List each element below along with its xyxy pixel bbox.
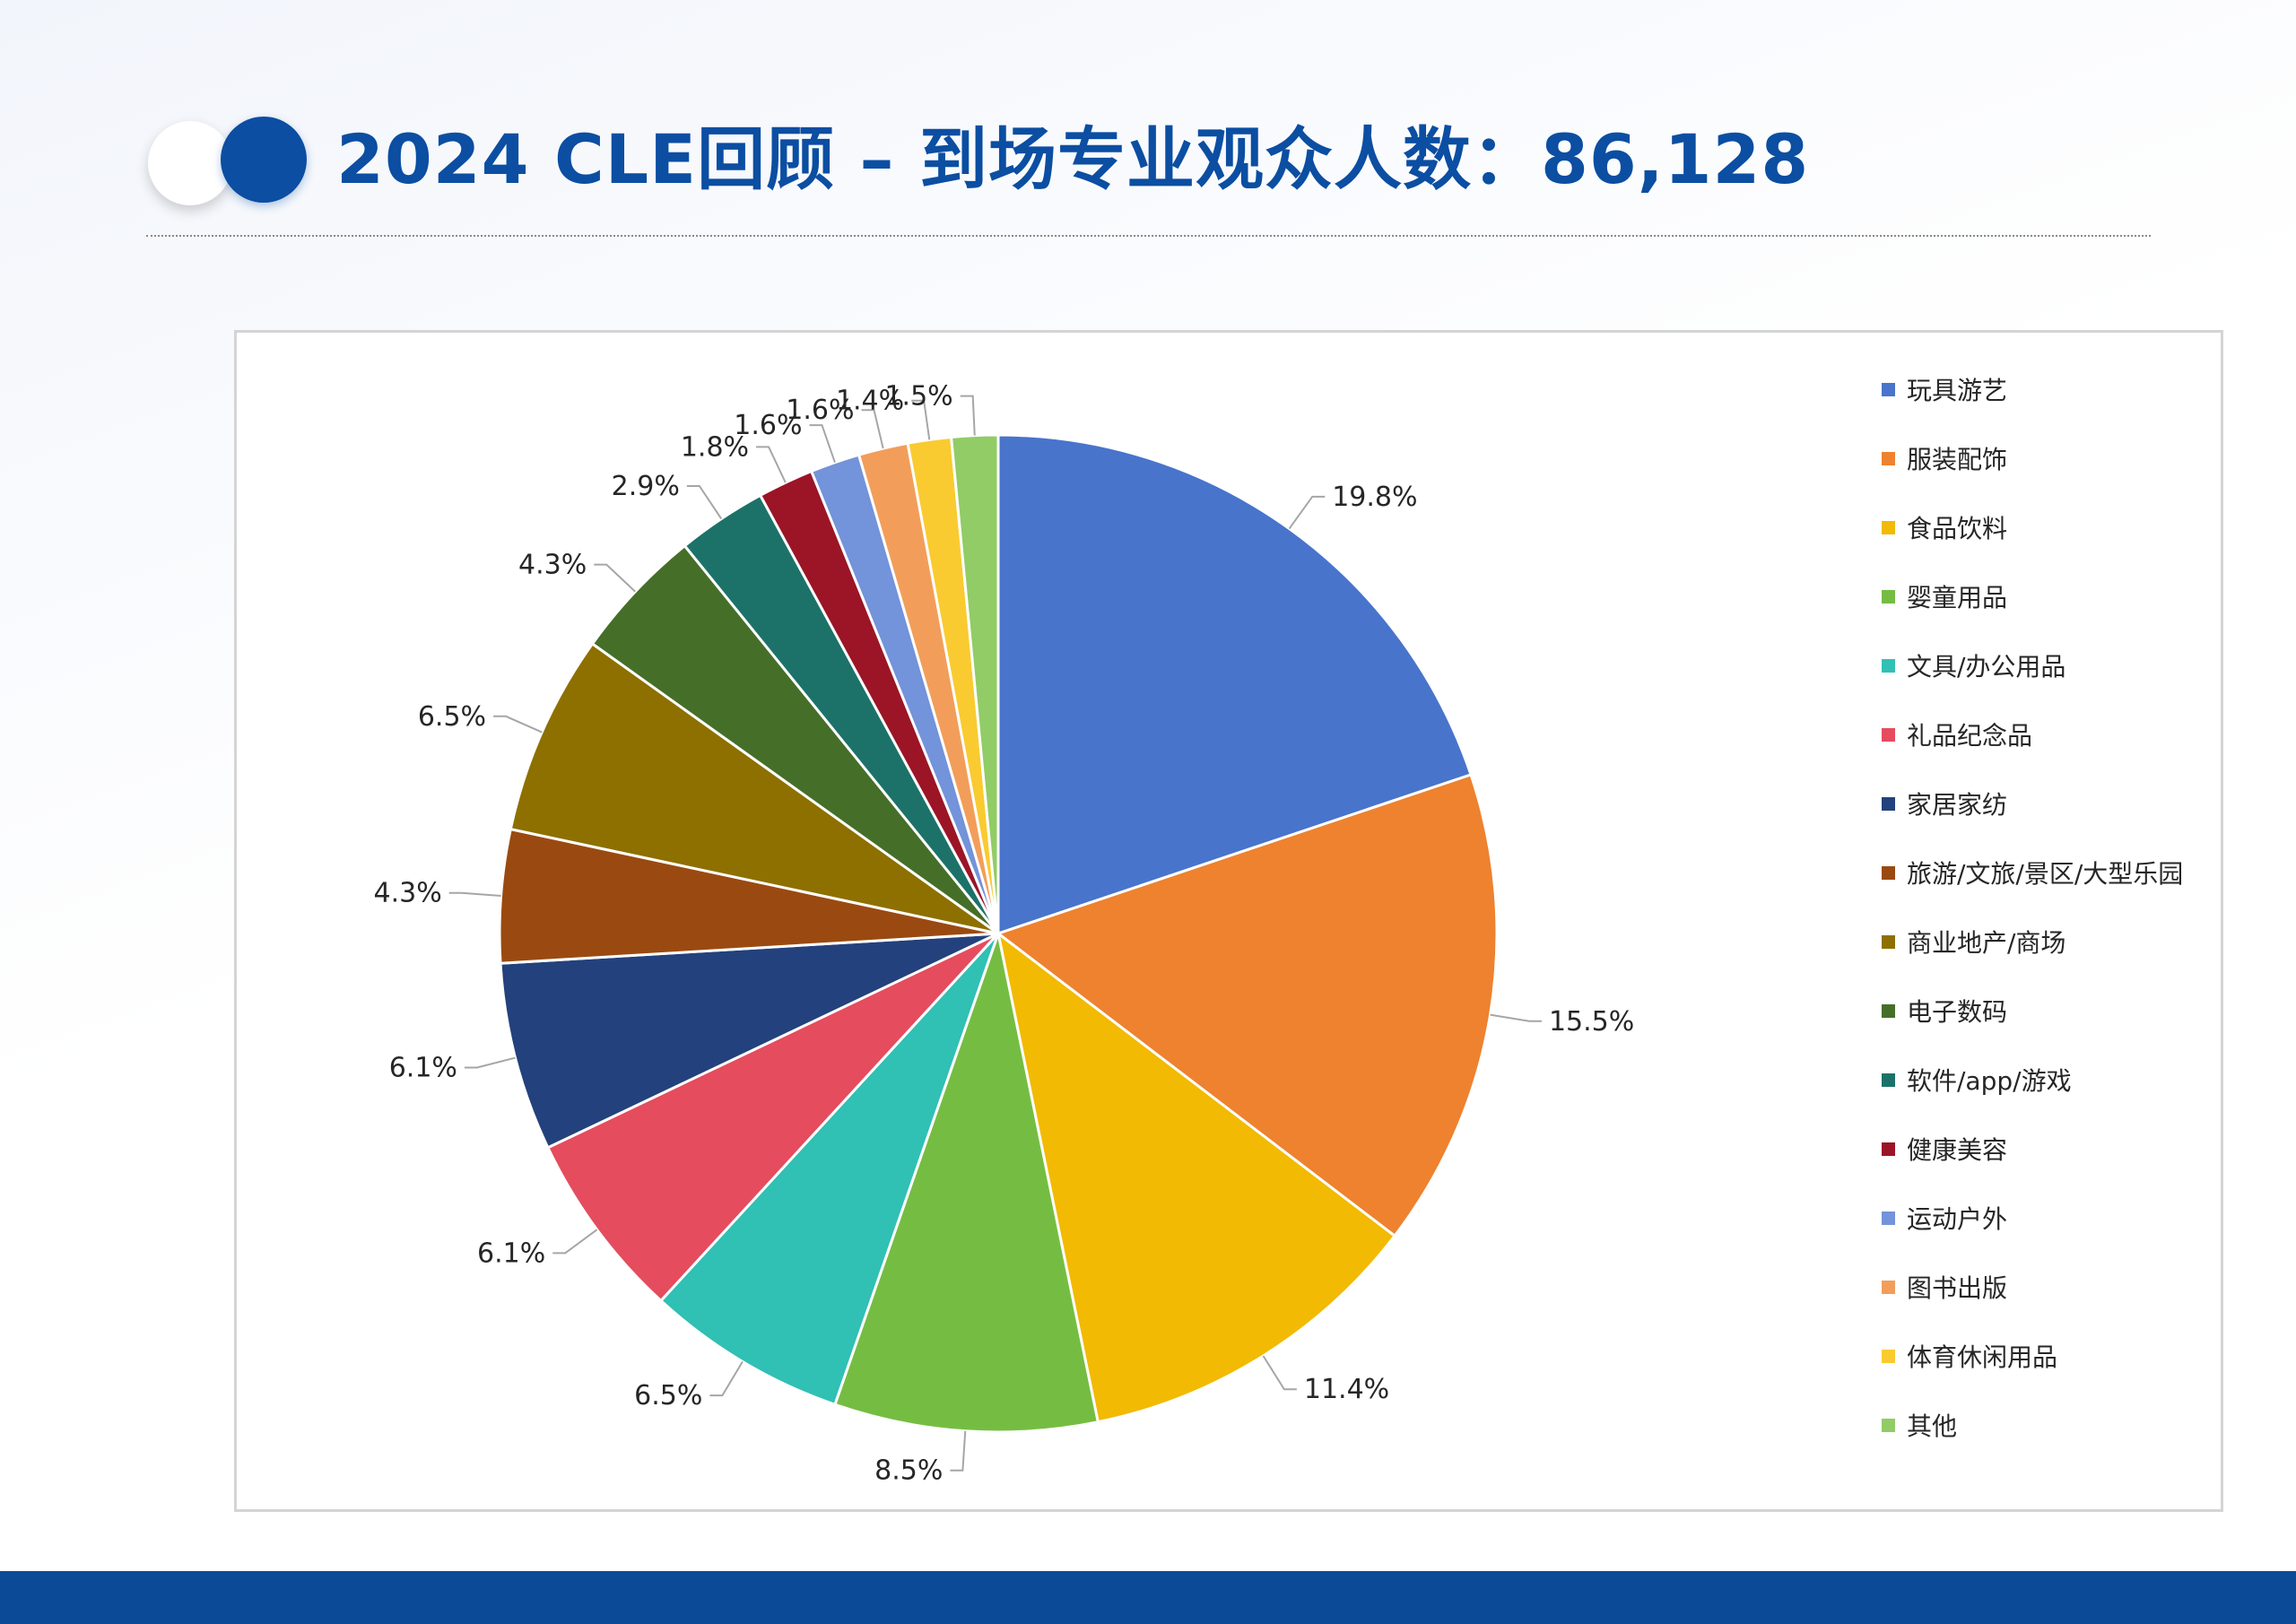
data-label-健康美容: 1.8% xyxy=(681,431,749,463)
pie-slices xyxy=(498,433,1499,1434)
data-label-软件-app-游戏: 2.9% xyxy=(612,471,680,502)
legend-label-图书出版: 图书出版 xyxy=(1907,1273,2007,1303)
legend: 玩具游艺服装配饰食品饮料婴童用品文具/办公用品礼品纪念品家居家纺旅游/文旅/景区… xyxy=(1882,376,2183,1441)
legend-label-其他: 其他 xyxy=(1907,1411,1957,1441)
legend-swatch-玩具游艺 xyxy=(1882,383,1895,396)
data-labels: 19.8% 15.5% 11.4% 8.5% 6.5% 6.1% 6.1% 4.3% 6.5% 4… xyxy=(373,381,1634,1487)
data-label-运动户外: 1.6% xyxy=(734,410,802,441)
pie-slice-家居家纺 xyxy=(499,932,999,1150)
leader-line-礼品纪念品 xyxy=(552,1229,598,1255)
logo-circle-blue xyxy=(221,117,307,203)
leader-line-商业地产-商场 xyxy=(493,715,543,734)
data-label-商业地产-商场: 6.5% xyxy=(418,701,486,733)
legend-label-家居家纺: 家居家纺 xyxy=(1907,790,2007,820)
leader-line-健康美容 xyxy=(756,446,787,483)
legend-swatch-体育休闲用品 xyxy=(1882,1350,1895,1363)
legend-label-婴童用品: 婴童用品 xyxy=(1907,583,2007,612)
data-label-文具-办公用品: 6.5% xyxy=(634,1380,702,1411)
data-label-礼品纪念品: 6.1% xyxy=(477,1238,545,1269)
legend-label-文具-办公用品: 文具/办公用品 xyxy=(1907,652,2066,682)
leader-line-体育休闲用品 xyxy=(911,399,931,440)
leader-line-服装配饰 xyxy=(1490,1013,1542,1022)
data-label-玩具游艺: 19.8% xyxy=(1332,482,1417,513)
legend-label-食品饮料: 食品饮料 xyxy=(1907,514,2007,543)
legend-swatch-健康美容 xyxy=(1882,1142,1895,1156)
legend-swatch-商业地产-商场 xyxy=(1882,935,1895,949)
leader-line-运动户外 xyxy=(809,424,836,463)
pie-slice-婴童用品 xyxy=(832,928,1100,1434)
label-leader-lines xyxy=(448,395,1542,1472)
legend-label-礼品纪念品: 礼品纪念品 xyxy=(1907,721,2032,751)
data-label-家居家纺: 6.1% xyxy=(389,1053,457,1084)
leader-line-图书出版 xyxy=(861,409,884,449)
data-label-体育休闲用品: 1.4% xyxy=(836,386,904,417)
leader-line-旅游-文旅-景区-大型乐园 xyxy=(448,891,501,898)
footer-band xyxy=(0,1571,2296,1624)
legend-swatch-婴童用品 xyxy=(1882,590,1895,604)
data-label-婴童用品: 8.5% xyxy=(874,1455,943,1487)
legend-label-运动户外: 运动户外 xyxy=(1907,1204,2007,1234)
page-title: 2024 CLE回顾 – 到场专业观众人数：86,128 xyxy=(336,119,1810,199)
chart-frame: 19.8% 15.5% 11.4% 8.5% 6.5% 6.1% 6.1% 4.3% 6.5% 4… xyxy=(234,330,2223,1512)
header: 2024 CLE回顾 – 到场专业观众人数：86,128 xyxy=(0,0,2296,251)
legend-swatch-旅游-文旅-景区-大型乐园 xyxy=(1882,866,1895,880)
legend-swatch-文具-办公用品 xyxy=(1882,659,1895,673)
legend-swatch-运动户外 xyxy=(1882,1211,1895,1225)
legend-swatch-服装配饰 xyxy=(1882,452,1895,465)
data-label-服装配饰: 15.5% xyxy=(1549,1006,1634,1038)
data-label-图书出版: 1.6% xyxy=(786,395,854,426)
legend-swatch-图书出版 xyxy=(1882,1281,1895,1294)
leader-line-食品饮料 xyxy=(1262,1355,1297,1391)
legend-label-服装配饰: 服装配饰 xyxy=(1907,445,2007,474)
pie-slice-食品饮料 xyxy=(996,930,1397,1424)
leader-line-软件-app-游戏 xyxy=(686,484,723,520)
data-label-食品饮料: 11.4% xyxy=(1304,1374,1389,1405)
legend-label-玩具游艺: 玩具游艺 xyxy=(1907,376,2007,405)
logo-circle-white xyxy=(148,121,232,205)
leader-line-其他 xyxy=(960,395,976,436)
leader-line-玩具游艺 xyxy=(1288,495,1326,530)
legend-swatch-食品饮料 xyxy=(1882,521,1895,534)
legend-label-旅游-文旅-景区-大型乐园: 旅游/文旅/景区/大型乐园 xyxy=(1907,859,2183,889)
legend-label-商业地产-商场: 商业地产/商场 xyxy=(1907,928,2066,958)
legend-swatch-电子数码 xyxy=(1882,1004,1895,1018)
data-label-电子数码: 4.3% xyxy=(518,550,587,581)
legend-swatch-礼品纪念品 xyxy=(1882,728,1895,742)
leader-line-婴童用品 xyxy=(950,1430,967,1472)
data-label-旅游-文旅-景区-大型乐园: 4.3% xyxy=(373,878,441,909)
leader-line-文具-办公用品 xyxy=(709,1360,744,1397)
legend-swatch-家居家纺 xyxy=(1882,797,1895,811)
pie-slice-文具-办公用品 xyxy=(658,932,1000,1407)
legend-label-电子数码: 电子数码 xyxy=(1907,997,2007,1027)
legend-label-体育休闲用品: 体育休闲用品 xyxy=(1907,1342,2057,1372)
legend-swatch-软件-app-游戏 xyxy=(1882,1073,1895,1087)
header-divider xyxy=(146,235,2151,237)
leader-line-电子数码 xyxy=(594,563,636,593)
pie-slice-礼品纪念品 xyxy=(545,932,1000,1303)
pie-chart: 19.8% 15.5% 11.4% 8.5% 6.5% 6.1% 6.1% 4.3% 6.5% 4… xyxy=(373,376,2183,1487)
leader-line-家居家纺 xyxy=(464,1056,516,1069)
legend-label-健康美容: 健康美容 xyxy=(1907,1135,2007,1165)
legend-label-软件-app-游戏: 软件/app/游戏 xyxy=(1907,1066,2072,1096)
legend-swatch-其他 xyxy=(1882,1419,1895,1432)
data-label-其他: 1.5% xyxy=(884,381,952,413)
